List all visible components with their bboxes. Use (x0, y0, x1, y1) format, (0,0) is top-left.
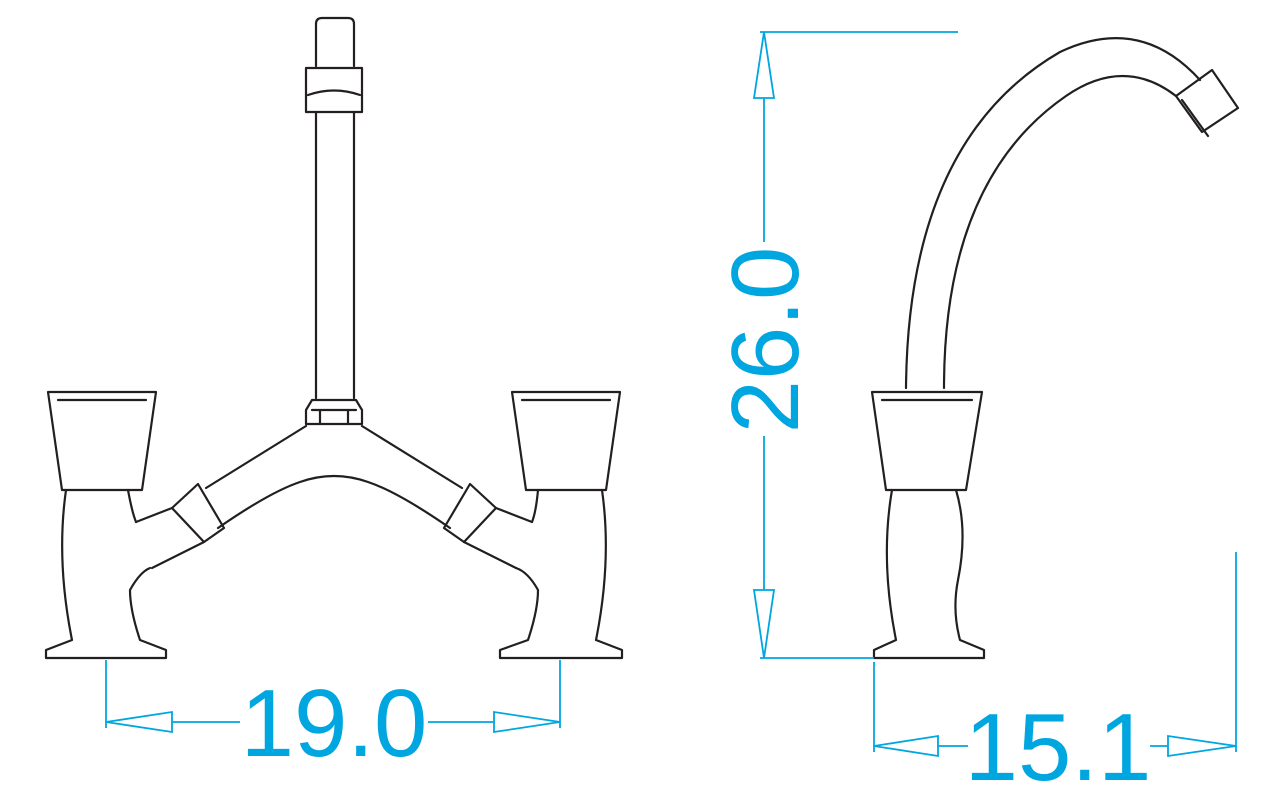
side-handle (870, 390, 984, 492)
dimension-label-total-height: 26.0 (712, 247, 819, 434)
side-aerator (1174, 68, 1240, 138)
left-valve (44, 390, 168, 660)
front-spout (304, 16, 364, 400)
faucet-front-view (44, 16, 624, 660)
side-valve-body (872, 488, 986, 660)
right-handle (510, 390, 622, 492)
left-handle (46, 390, 158, 492)
front-bridge (134, 424, 534, 570)
right-valve (498, 390, 624, 660)
front-hex-nut (304, 398, 364, 426)
faucet-side-view (870, 37, 1240, 660)
side-spout-curve (904, 37, 1202, 390)
dimension-spout-reach: 15.1 (873, 552, 1237, 800)
left-valve-body (44, 488, 168, 660)
right-valve-body (498, 488, 624, 660)
dimension-total-height: 26.0 (712, 31, 958, 659)
dimension-label-spout-reach: 15.1 (965, 694, 1152, 800)
dimension-label-handle-spacing: 19.0 (241, 670, 428, 777)
dimension-handle-spacing: 19.0 (105, 660, 561, 777)
